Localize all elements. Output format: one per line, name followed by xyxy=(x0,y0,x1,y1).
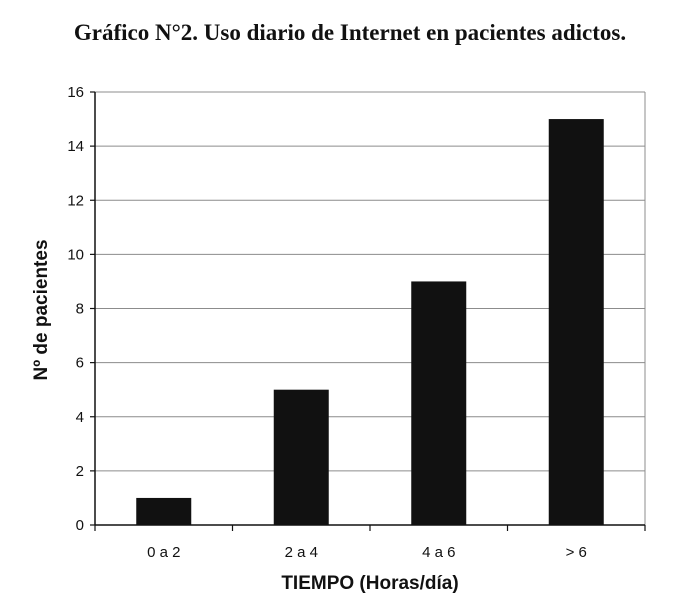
y-axis-label: Nº de pacientes xyxy=(31,239,52,381)
chart-title: Gráfico N°2. Uso diario de Internet en p… xyxy=(73,20,627,45)
x-tick-label: 2 a 4 xyxy=(285,544,318,561)
x-axis-label: TIEMPO (Horas/día) xyxy=(281,573,459,594)
x-tick-label: 4 a 6 xyxy=(422,544,455,561)
y-tick-label: 10 xyxy=(67,246,84,263)
y-tick-label: 6 xyxy=(76,355,84,372)
y-tick-label: 0 xyxy=(76,517,84,534)
y-tick-label: 8 xyxy=(76,301,84,318)
y-tick-label: 14 xyxy=(67,138,84,155)
bar xyxy=(273,389,329,525)
x-tick-label: > 6 xyxy=(566,544,587,561)
bar xyxy=(411,281,467,525)
bar xyxy=(548,119,604,525)
y-tick-label: 12 xyxy=(67,192,84,209)
x-tick-label: 0 a 2 xyxy=(147,544,180,561)
bar xyxy=(136,497,192,525)
y-tick-label: 2 xyxy=(76,463,84,480)
y-tick-label: 16 xyxy=(67,84,84,101)
y-tick-label: 4 xyxy=(76,409,84,426)
